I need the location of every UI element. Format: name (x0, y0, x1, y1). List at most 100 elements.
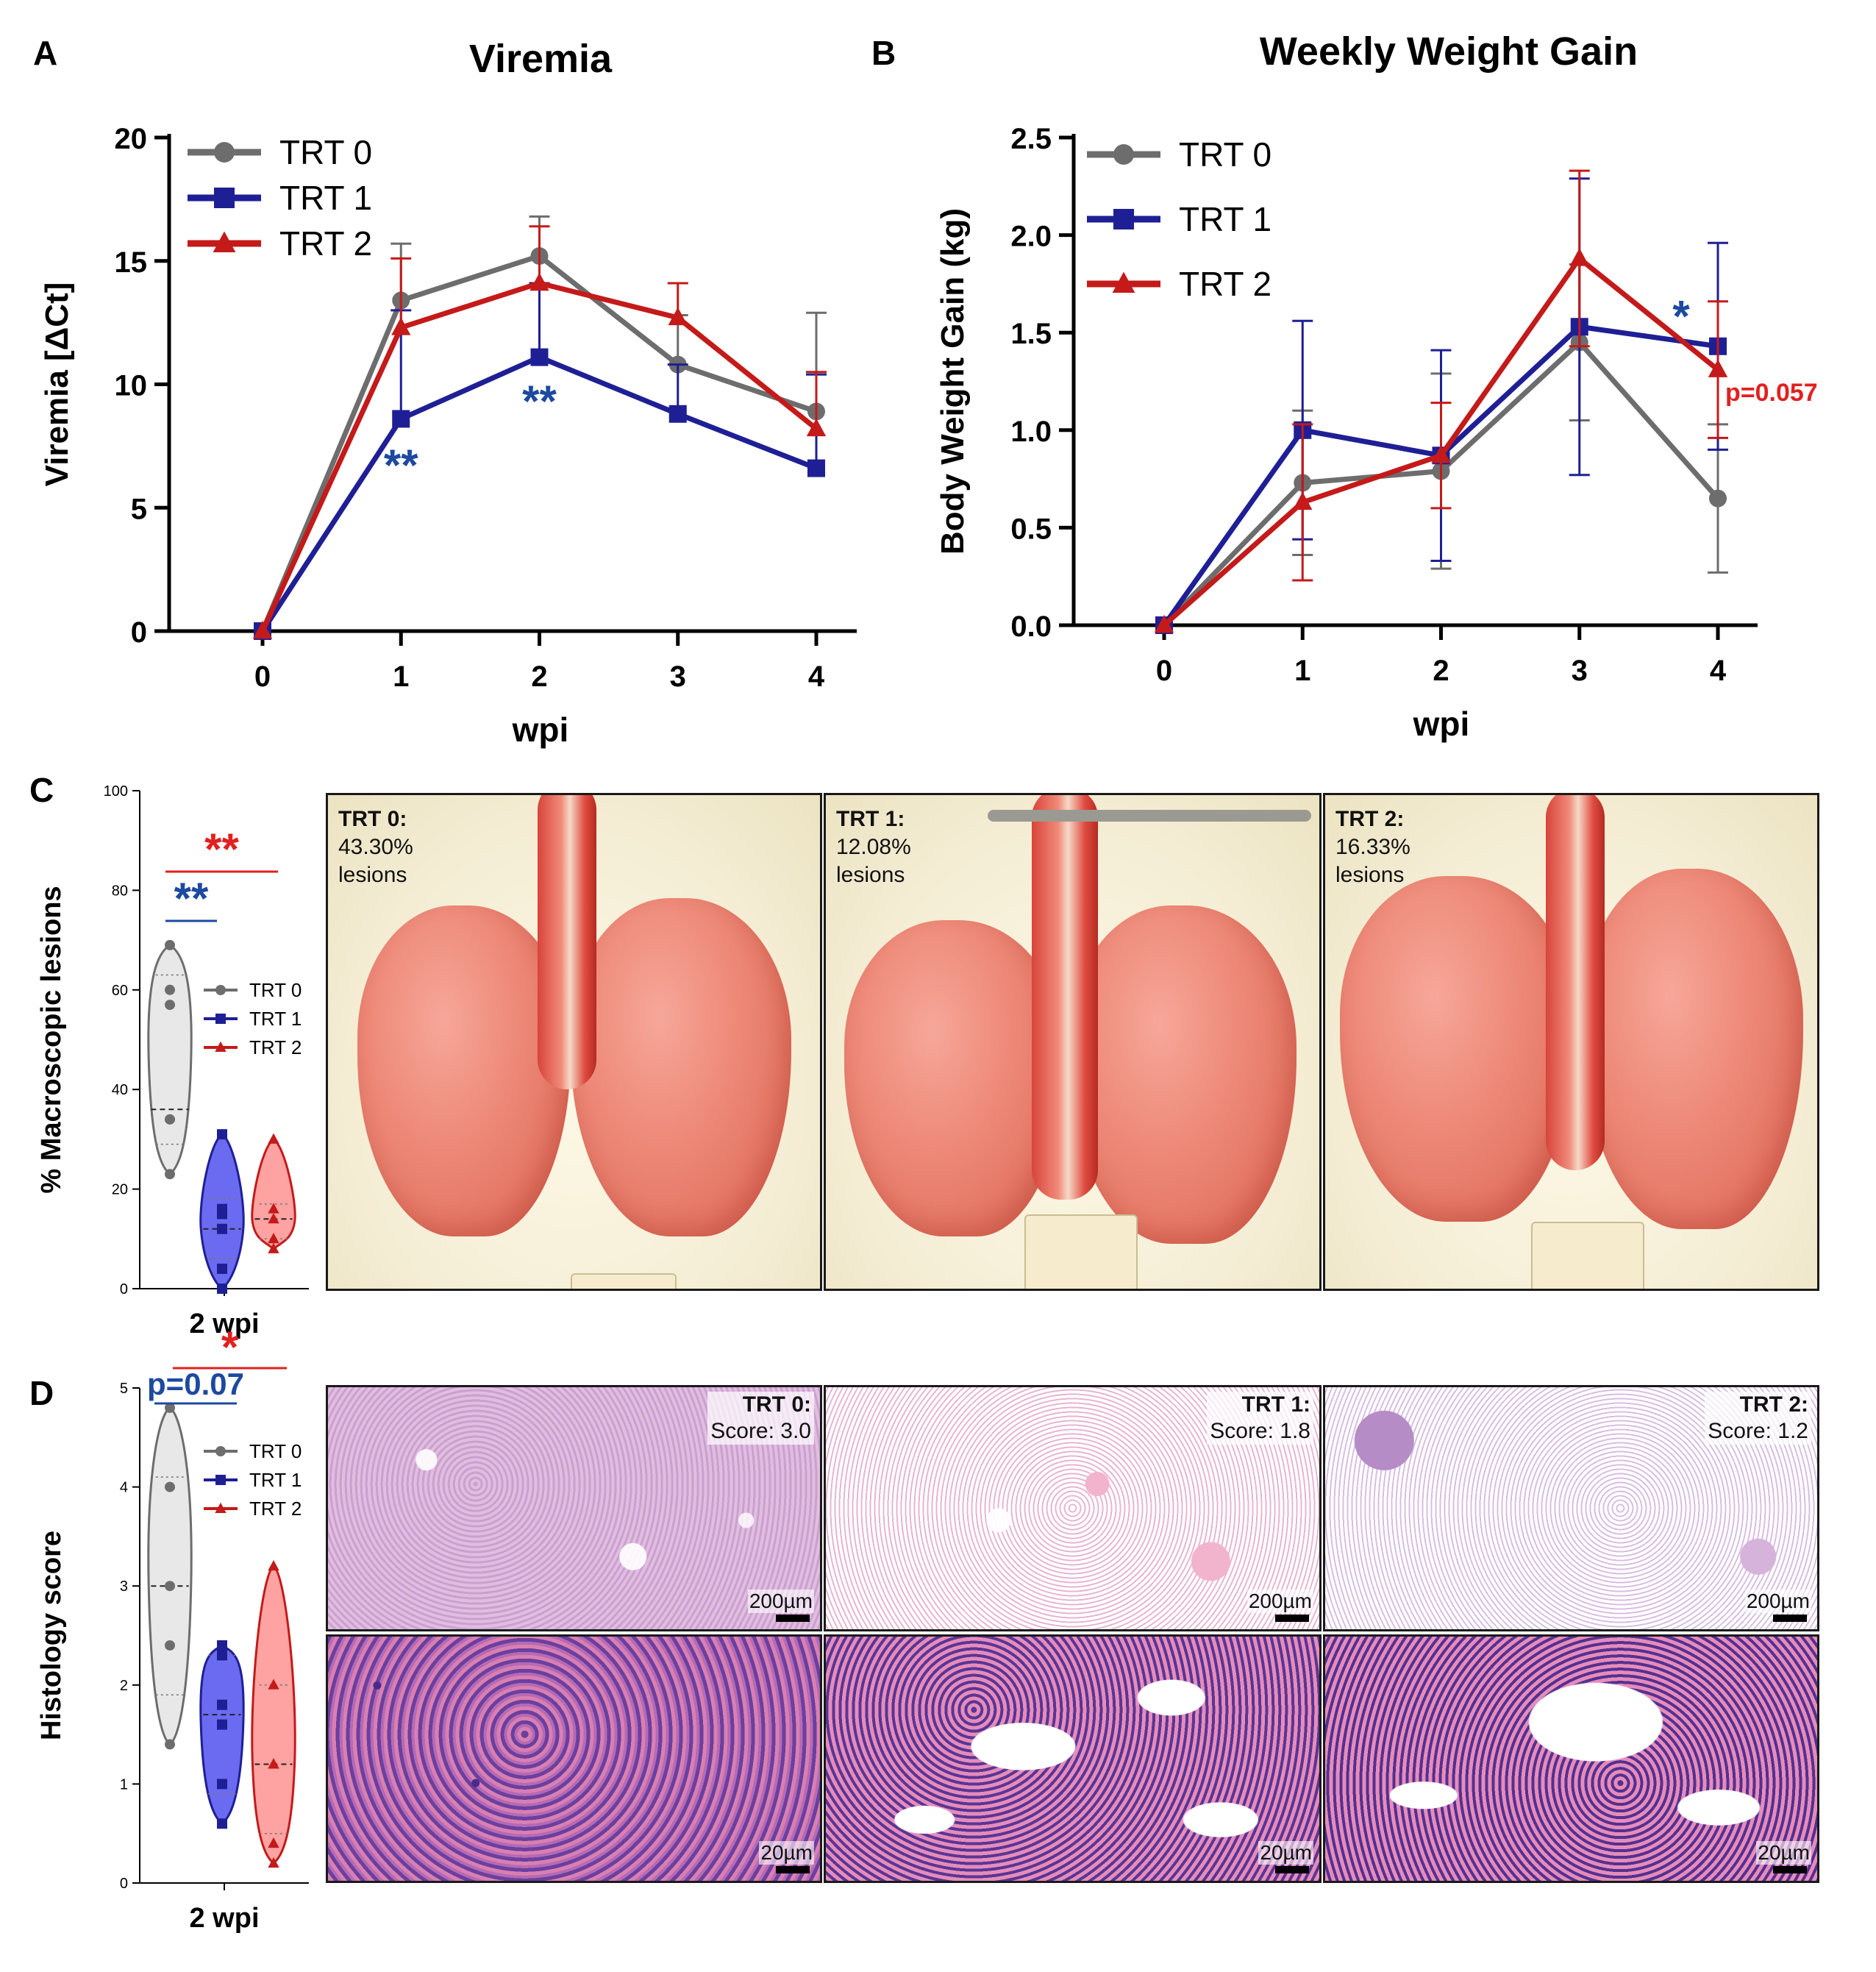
lesions-data-point (268, 1133, 279, 1144)
histology-legend-marker (215, 1475, 226, 1485)
viremia-x-tick-label: 1 (393, 661, 409, 693)
lesions-violin (251, 1138, 296, 1250)
lesions-data-point (165, 1169, 175, 1180)
lung-photo-trt1: TRT 1: 12.08% lesions (824, 793, 1322, 1291)
histology-data-point (165, 1402, 175, 1413)
viremia-title: Viremia (469, 37, 613, 81)
lung-photo-trt0-label: TRT 0: 43.30% lesions (338, 807, 413, 887)
lesions-y-tick-label: 20 (112, 1182, 128, 1198)
viremia-x-tick-label: 2 (531, 661, 547, 693)
histology-data-point (165, 1739, 175, 1750)
lesions-data-point (165, 1114, 175, 1125)
weight-data-point (1709, 489, 1727, 508)
lesions-y-tick-label: 100 (104, 783, 128, 800)
histo-high-trt1-scale-label: 20µm (1258, 1841, 1313, 1865)
weight-annotation: p=0.057 (1725, 379, 1818, 407)
weight-annotation: * (1672, 291, 1690, 341)
viremia-y-label: Viremia [ΔCt] (39, 282, 75, 487)
histology-data-point (268, 1857, 279, 1868)
lesions-data-point (217, 1209, 227, 1220)
lesions-y-label: % Macroscopic lesions (36, 886, 67, 1193)
histology-y-tick-label: 0 (120, 1876, 128, 1892)
histology-data-point (217, 1779, 227, 1790)
histology-y-tick-label: 4 (120, 1480, 128, 1496)
weight-data-point (1708, 359, 1728, 377)
weight-legend-label: TRT 2 (1179, 265, 1272, 303)
viremia-y-tick-label: 0 (131, 616, 147, 649)
weight-legend-label: TRT 0 (1179, 135, 1272, 174)
histo-low-trt0-label: TRT 0: Score: 3.0 (707, 1392, 814, 1445)
viremia-legend-label: TRT 0 (279, 133, 372, 171)
viremia-data-point (252, 620, 273, 639)
lesions-legend-marker (215, 1014, 226, 1024)
weight-data-point (1293, 491, 1313, 510)
histology-data-point (217, 1640, 227, 1651)
histology-data-point (217, 1719, 227, 1730)
weight-y-tick-label: 0.0 (1010, 611, 1052, 643)
weight-title: Weekly Weight Gain (1260, 29, 1638, 74)
histo-high-trt1: 20µm (824, 1634, 1322, 1883)
viremia-data-point (392, 410, 410, 428)
lesions-y-tick-label: 40 (112, 1082, 128, 1098)
viremia-x-tick-label: 3 (670, 661, 686, 693)
lesions-data-point (217, 1223, 227, 1234)
lesions-data-point (268, 1212, 279, 1224)
lung-photo-trt2: TRT 2: 16.33% lesions (1323, 793, 1819, 1291)
viremia-x-label: wpi (512, 711, 569, 749)
histology-x-label: 2 wpi (189, 1903, 259, 1934)
viremia-y-tick-label: 5 (131, 493, 147, 525)
histo-low-trt1-label: TRT 1: Score: 1.8 (1207, 1392, 1313, 1445)
lesions-data-point (268, 1233, 279, 1244)
weight-y-tick-label: 2.5 (1010, 123, 1052, 155)
histology-violin (199, 1644, 245, 1826)
lesions-data-point (165, 1000, 175, 1011)
panel-letter-d: D (29, 1374, 54, 1412)
histo-low-trt1-scale-label: 200µm (1246, 1590, 1313, 1613)
weight-legend-marker (1113, 209, 1134, 229)
panel-letter-c: C (29, 771, 54, 809)
histology-data-point (217, 1699, 227, 1710)
lesions-legend-label: TRT 1 (249, 1008, 302, 1030)
viremia-y-tick-label: 10 (115, 370, 148, 402)
weight-y-tick-label: 2.0 (1010, 221, 1052, 253)
lesions-x-label: 2 wpi (189, 1309, 259, 1339)
panel-letter-b: B (871, 34, 896, 72)
weight-legend-label: TRT 1 (1179, 200, 1272, 238)
histo-low-trt2-scale-bar (1773, 1615, 1807, 1622)
histo-high-trt1-scale-bar (1275, 1866, 1309, 1873)
panel-letter-a: A (33, 34, 57, 72)
lung-photo-trt2-label: TRT 2: 16.33% lesions (1335, 807, 1410, 887)
histology-legend-label: TRT 0 (249, 1440, 302, 1462)
weight-x-tick-label: 1 (1294, 655, 1310, 687)
histo-high-trt2: 20µm (1323, 1634, 1819, 1883)
weight-y-tick-label: 0.5 (1010, 513, 1052, 545)
histology-data-point (268, 1679, 279, 1690)
lesions-violin (147, 944, 193, 1176)
viremia-legend-label: TRT 1 (279, 179, 372, 217)
histo-low-trt1-scale-bar (1275, 1615, 1309, 1622)
weight-legend-marker (1112, 271, 1135, 293)
histology-violin (147, 1406, 193, 1746)
chart-macroscopic-lesions: 0 20 40 60 80 100 2 wpi % Macroscopic lesions TR… (36, 783, 309, 1339)
lesions-data-point (165, 939, 175, 950)
viremia-data-point (806, 418, 827, 437)
viremia-data-point (668, 307, 688, 326)
viremia-data-point (391, 317, 411, 335)
lesions-data-point (217, 1263, 227, 1274)
weight-legend-marker (1113, 144, 1134, 165)
histo-high-trt2-scale-label: 20µm (1756, 1841, 1811, 1865)
histology-data-point (165, 1481, 175, 1492)
histo-low-trt2: TRT 2: Score: 1.2 200µm (1323, 1385, 1819, 1631)
chart-histology-score: 0 1 2 3 4 5 2 wpi Histology score TRT 0 TRT 1 TRT … (36, 1323, 309, 1934)
histology-violin (251, 1565, 296, 1865)
histo-low-trt1: TRT 1: Score: 1.8 200µm (824, 1385, 1322, 1631)
lesions-significance-label: ** (174, 874, 209, 923)
histology-y-tick-label: 1 (120, 1776, 128, 1793)
lung-photo-trt1-label: TRT 1: 12.08% lesions (836, 807, 911, 887)
weight-x-tick-label: 0 (1156, 655, 1172, 687)
viremia-annotation: ** (522, 377, 557, 426)
lesions-data-point (268, 1203, 279, 1214)
viremia-data-point (530, 348, 549, 366)
weight-x-tick-label: 4 (1710, 655, 1727, 687)
